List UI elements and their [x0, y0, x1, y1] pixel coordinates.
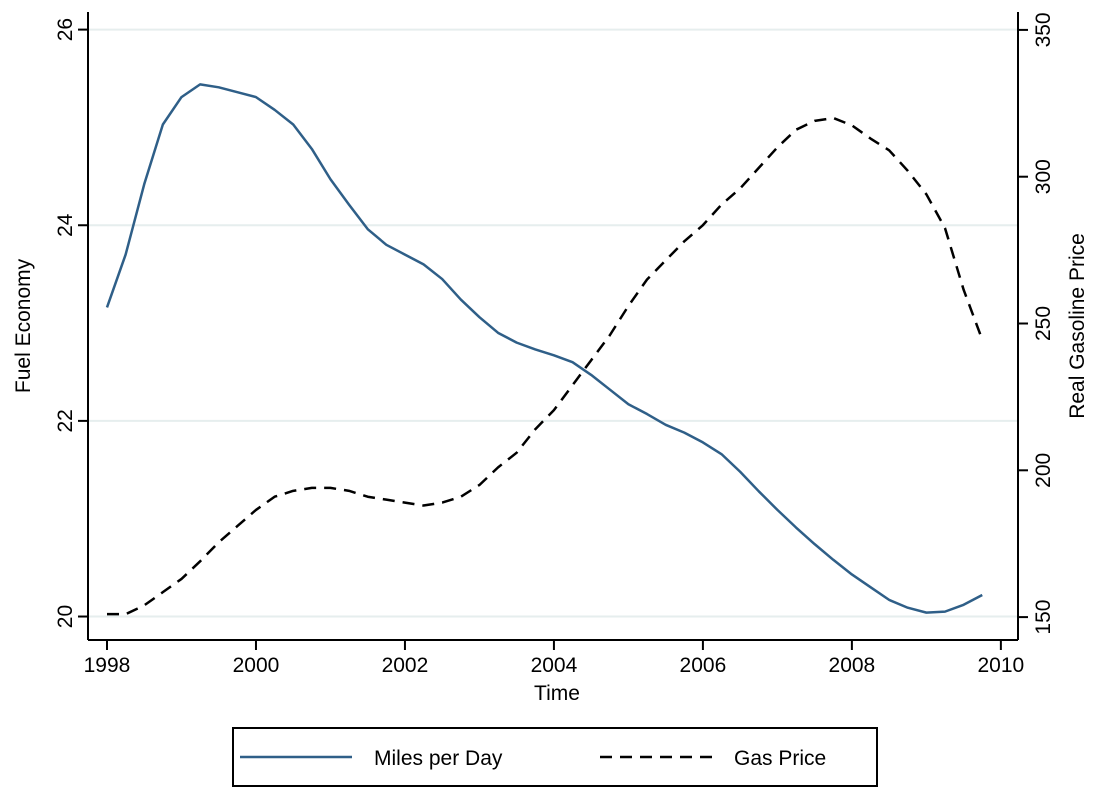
- x-tick-label: 2000: [233, 654, 280, 677]
- legend-label: Miles per Day: [374, 747, 503, 770]
- line-series: [105, 83, 983, 614]
- y-tick-label: 22: [54, 409, 77, 432]
- y2-tick-label: 300: [1032, 159, 1055, 194]
- y-tick-label: 26: [54, 18, 77, 41]
- y2-tick-label: 200: [1032, 453, 1055, 488]
- x-tick-label: 2010: [978, 654, 1025, 677]
- x-tick-label: 2002: [382, 654, 429, 677]
- x-axis-label: Time: [534, 682, 580, 705]
- x-tick-label: 2006: [680, 654, 727, 677]
- legend-label: Gas Price: [734, 747, 826, 770]
- y-tick-label: 24: [54, 213, 77, 237]
- y-tick-label: 20: [54, 605, 77, 628]
- x-tick-label: 2008: [829, 654, 876, 677]
- y2-tick-label: 150: [1032, 600, 1055, 635]
- x-tick-label: 2004: [531, 654, 578, 677]
- y2-tick-label: 350: [1032, 12, 1055, 47]
- x-tick-label: 1998: [84, 654, 131, 677]
- line-series: [106, 116, 984, 616]
- y2-axis-label: Real Gasoline Price: [1066, 233, 1089, 419]
- y2-tick-label: 250: [1032, 306, 1055, 341]
- y-axis-label: Fuel Economy: [12, 258, 35, 393]
